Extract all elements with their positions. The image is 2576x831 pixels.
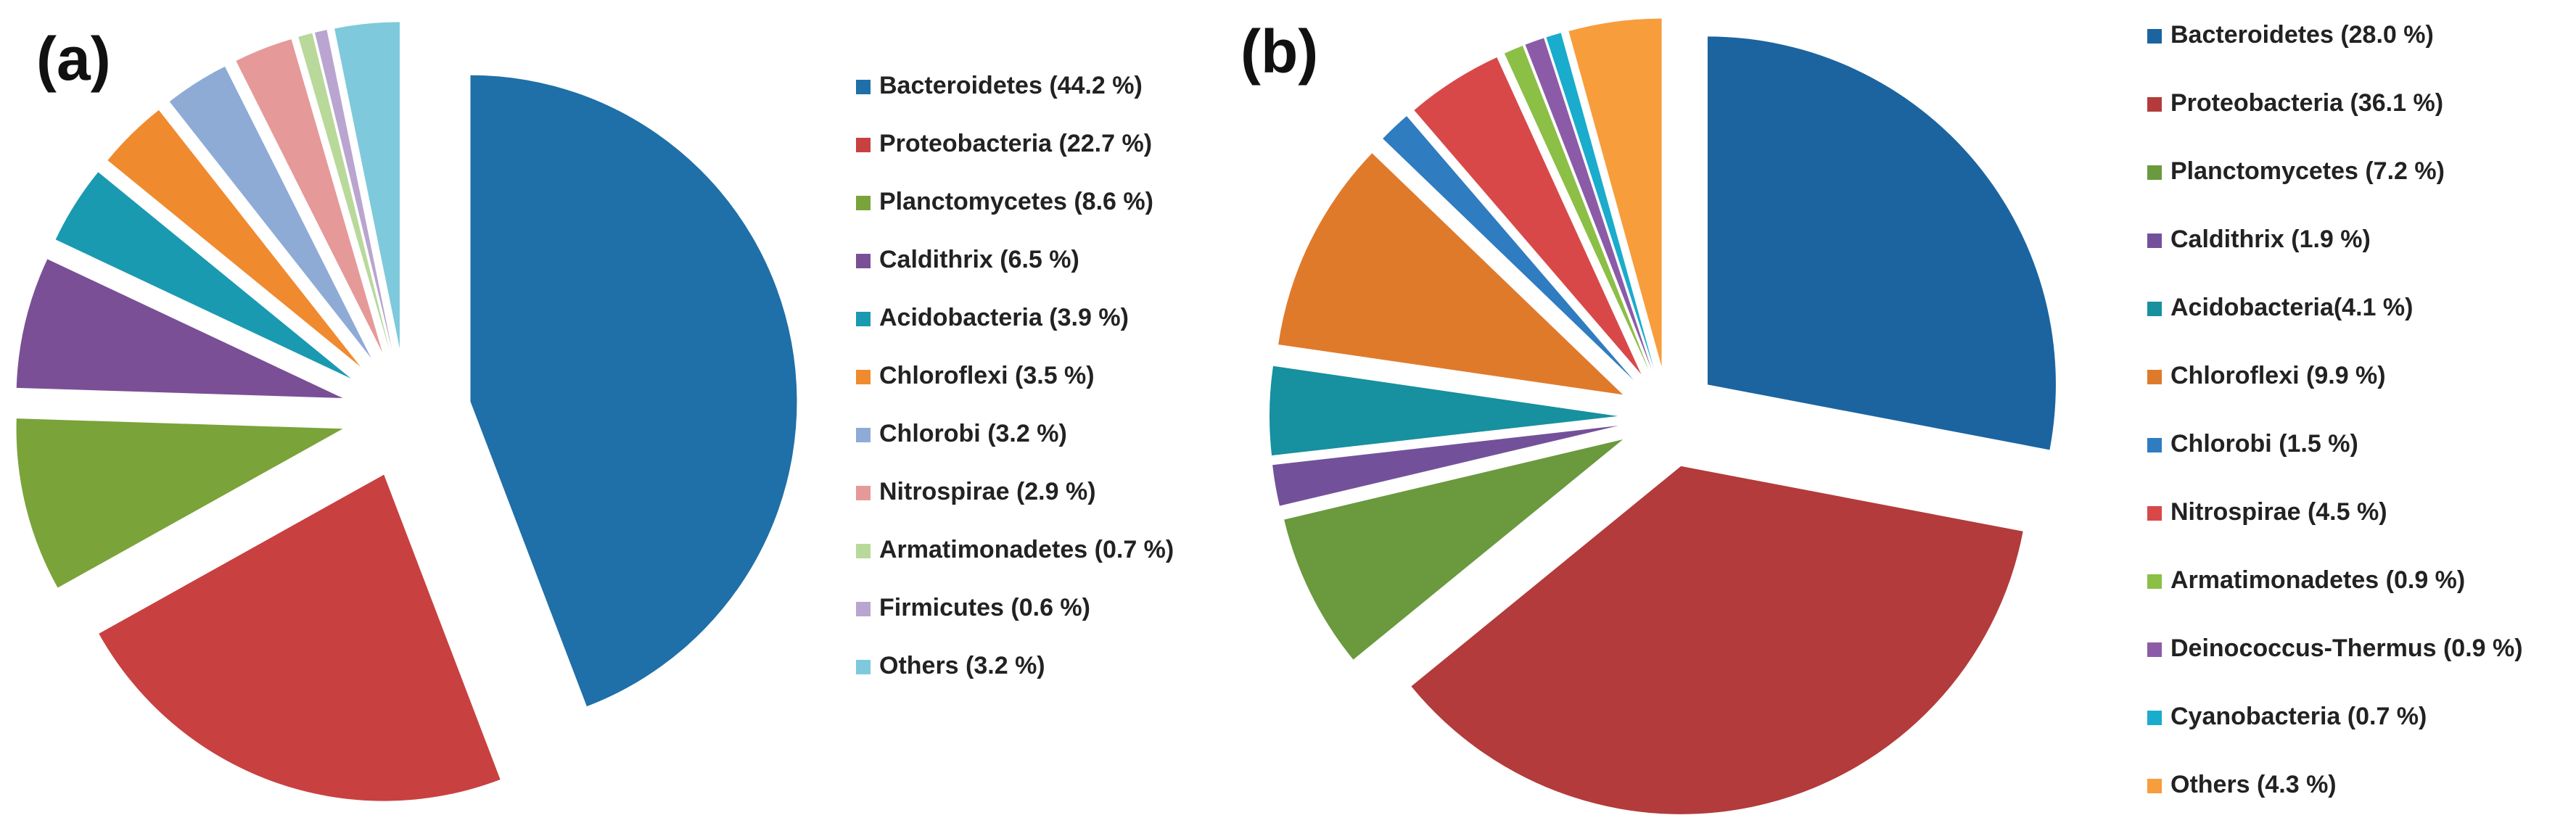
pie-slice: [1278, 153, 1624, 395]
pie-slice: [169, 66, 371, 359]
legend-label: Nitrospirae (2.9 %): [879, 478, 1096, 505]
panel-label: (b): [1240, 17, 1318, 86]
legend-label: Planctomycetes (8.6 %): [879, 188, 1153, 215]
legend-swatch: [856, 486, 871, 500]
legend-swatch: [856, 428, 871, 442]
pie-slice: [298, 33, 390, 351]
pie-slice: [1383, 116, 1634, 381]
pie-slice: [1568, 18, 1662, 367]
legend-swatch: [856, 544, 871, 558]
pie-slice: [236, 39, 383, 353]
legend-label: Proteobacteria (36.1 %): [2170, 89, 2443, 117]
legend-swatch: [856, 254, 871, 268]
legend-label: Acidobacteria (3.9 %): [879, 304, 1129, 331]
legend-swatch: [2147, 97, 2162, 112]
legend-label: Chloroflexi (9.9 %): [2170, 362, 2386, 389]
pie-slice: [1270, 365, 1618, 456]
legend-label: Armatimonadetes (0.9 %): [2170, 566, 2465, 594]
panel-label: (a): [36, 25, 111, 93]
legend-label: Caldithrix (6.5 %): [879, 246, 1079, 273]
legend-swatch: [2147, 370, 2162, 384]
legend-label: Acidobacteria(4.1 %): [2170, 294, 2413, 321]
pie-slice: [16, 418, 343, 588]
legend-label: Bacteroidetes (44.2 %): [879, 72, 1143, 99]
pie-slice: [314, 30, 392, 350]
pie-slice: [1525, 38, 1652, 370]
pie-slice: [55, 172, 351, 379]
pie-slice: [1284, 439, 1624, 660]
pie-slice: [1414, 57, 1642, 375]
legend-label: Armatimonadetes (0.7 %): [879, 536, 1174, 563]
legend-label: Firmicutes (0.6 %): [879, 594, 1090, 621]
legend-swatch: [2147, 29, 2162, 44]
pie-slice: [16, 259, 343, 398]
legend-label: Bacteroidetes (28.0 %): [2170, 21, 2434, 49]
legend-swatch: [2147, 711, 2162, 725]
legend-label: Nitrospirae (4.5 %): [2170, 498, 2387, 526]
legend-swatch: [856, 660, 871, 674]
legend-label: Caldithrix (1.9 %): [2170, 226, 2371, 253]
legend-swatch: [2147, 438, 2162, 452]
legend-label: Proteobacteria (22.7 %): [879, 130, 1152, 157]
legend-swatch: [856, 196, 871, 210]
legend-swatch: [856, 370, 871, 384]
legend-label: Chloroflexi (3.5 %): [879, 362, 1095, 389]
legend-swatch: [2147, 165, 2162, 180]
legend-swatch: [2147, 574, 2162, 589]
legend-label: Others (4.3 %): [2170, 771, 2337, 798]
pie-slice: [1707, 36, 2056, 450]
pie-slice: [99, 474, 501, 801]
pie-slice: [1411, 466, 2023, 814]
legend-swatch: [2147, 302, 2162, 316]
legend-swatch: [2147, 506, 2162, 521]
legend-swatch: [856, 602, 871, 616]
pie-slice: [107, 109, 361, 367]
legend-label: Others (3.2 %): [879, 652, 1045, 679]
legend-swatch: [2147, 233, 2162, 248]
legend-swatch: [2147, 779, 2162, 793]
legend-label: Deinococcus-Thermus (0.9 %): [2170, 634, 2523, 662]
legend-label: Chlorobi (1.5 %): [2170, 430, 2358, 458]
legend-label: Cyanobacteria (0.7 %): [2170, 703, 2427, 730]
legend-swatch: [856, 80, 871, 94]
pie-slice: [1546, 33, 1654, 368]
legend-label: Planctomycetes (7.2 %): [2170, 157, 2445, 185]
legend-swatch: [856, 138, 871, 152]
legend-swatch: [2147, 642, 2162, 657]
legend-label: Chlorobi (3.2 %): [879, 420, 1067, 447]
pie-slice: [1272, 426, 1619, 506]
legend-swatch: [856, 312, 871, 326]
pie-slice: [470, 75, 797, 707]
pie-slice: [1504, 46, 1649, 371]
pie-slice: [334, 22, 400, 349]
